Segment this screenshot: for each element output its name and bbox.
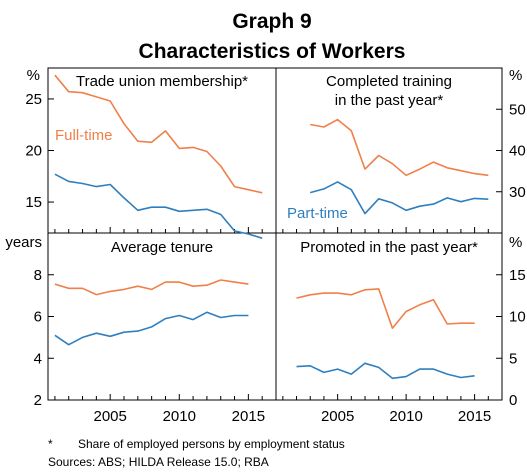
y-tick-label: 6 [34, 309, 42, 326]
panel-title-promoted-in-the-past-year: Promoted in the past year* [300, 239, 478, 256]
series-line-full-time-trade-union-membership [54, 74, 263, 194]
y-tick-label: 8 [34, 267, 42, 284]
y-tick-label: 30 [509, 184, 526, 201]
series-line-full-time-promoted-in-the-past-year [296, 288, 475, 330]
unit-label-promoted-in-the-past-year: % [509, 234, 522, 251]
series-line-full-time-average-tenure [54, 279, 249, 296]
chart-frame [47, 67, 503, 401]
series-line-part-time-promoted-in-the-past-year [296, 362, 475, 380]
graph-label: Graph 9 [232, 10, 311, 33]
x-tick-label: 2015 [232, 408, 265, 425]
y-tick-label: 15 [25, 194, 42, 211]
panel-title-completed-training-in-the-past-year-line-2: in the past year* [335, 92, 444, 109]
footnote-marker: * [48, 437, 53, 451]
series-line-full-time-completed-training-in-the-past-year [310, 118, 489, 177]
series-line-part-time-completed-training-in-the-past-year [309, 181, 489, 215]
series-label-part-time: Part-time [287, 205, 348, 222]
y-tick-label: 5 [509, 350, 517, 367]
graph-title: Characteristics of Workers [139, 40, 406, 63]
x-tick-label: 2005 [93, 408, 126, 425]
y-tick-label: 15 [509, 267, 526, 284]
x-tick-label: 2010 [163, 408, 196, 425]
sources-note: Sources: ABS; HILDA Release 15.0; RBA [48, 455, 269, 469]
chart-panels: Trade union membership*%152025Full-timeC… [5, 67, 525, 425]
x-tick-label: 2015 [458, 408, 491, 425]
panel-title-trade-union-membership: Trade union membership* [76, 73, 248, 90]
unit-label-completed-training-in-the-past-year: % [509, 67, 522, 84]
x-tick-label: 2010 [389, 408, 422, 425]
x-tick-label: 2005 [321, 408, 354, 425]
unit-label-trade-union-membership: % [27, 67, 40, 84]
series-label-full-time: Full-time [55, 127, 113, 144]
y-tick-label: 2 [34, 392, 42, 409]
y-tick-label: 25 [25, 91, 42, 108]
panel-title-average-tenure: Average tenure [111, 239, 213, 256]
y-tick-label: 4 [34, 350, 42, 367]
y-tick-label: 0 [509, 392, 517, 409]
series-line-part-time-average-tenure [54, 311, 249, 346]
y-tick-label: 20 [25, 143, 42, 160]
footnote-text: Share of employed persons by employment … [78, 437, 345, 451]
y-tick-label: 40 [509, 143, 526, 160]
y-tick-label: 50 [509, 101, 526, 118]
panel-title-completed-training-in-the-past-year-line-1: Completed training [326, 73, 452, 90]
y-tick-label: 10 [509, 309, 526, 326]
series-line-part-time-trade-union-membership [54, 173, 263, 239]
unit-label-average-tenure: years [5, 234, 42, 251]
